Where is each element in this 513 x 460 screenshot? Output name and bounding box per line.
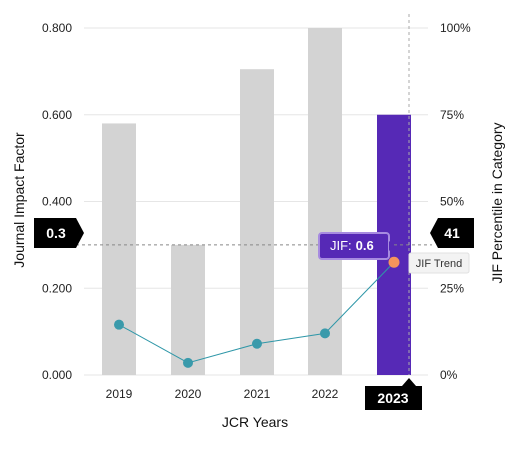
y-tick-left: 0.200 — [42, 281, 72, 295]
y-tick-right: 75% — [440, 108, 464, 122]
left-value-label: 0.3 — [46, 225, 66, 241]
trend-point — [114, 319, 124, 330]
left-value-flag — [34, 218, 84, 248]
x-tick: 2021 — [244, 387, 271, 401]
year-flag — [365, 378, 422, 410]
x-tick: 2020 — [175, 387, 202, 401]
y-tick-left: 0.000 — [42, 368, 72, 382]
x-ticks: 2019 2020 2021 2022 — [106, 387, 339, 401]
overlays: 0.3 41 2023 JIF: 0.6 JIF Trend — [34, 218, 474, 410]
bar-2019 — [102, 123, 136, 375]
y-tick-left: 0.800 — [42, 21, 72, 35]
trend-point — [183, 357, 193, 368]
y-axis-title-right: JIF Percentile in Category — [489, 122, 505, 283]
y-ticks-right: 0% 25% 50% 75% 100% — [440, 21, 471, 382]
x-tick: 2022 — [312, 387, 339, 401]
right-value-label: 41 — [444, 225, 460, 241]
y-tick-right: 25% — [440, 281, 464, 295]
jif-tooltip-text: JIF: 0.6 — [330, 238, 374, 253]
bar-2021 — [240, 69, 274, 376]
bar-2020 — [171, 244, 205, 375]
y-tick-right: 0% — [440, 368, 458, 382]
year-flag-label: 2023 — [377, 390, 408, 406]
jif-tooltip-prefix: JIF: — [330, 238, 352, 253]
trend-legend-box — [408, 252, 470, 274]
trend-point-highlight — [388, 256, 400, 268]
bar-2022 — [308, 28, 342, 375]
trend-legend-label: JIF Trend — [416, 258, 462, 270]
y-ticks-left: 0.000 0.200 0.400 0.600 0.800 — [42, 21, 72, 382]
x-tick: 2019 — [106, 387, 133, 401]
trend-point — [320, 328, 330, 339]
jif-tooltip-pointer — [389, 241, 395, 251]
x-axis-title: JCR Years — [222, 414, 288, 430]
trend-series — [114, 256, 400, 368]
y-tick-left: 0.400 — [42, 195, 72, 209]
right-value-flag — [430, 218, 474, 248]
y-tick-right: 100% — [440, 21, 471, 35]
y-axis-title-left: Journal Impact Factor — [11, 132, 27, 268]
y-tick-right: 50% — [440, 195, 464, 209]
jif-tooltip-value: 0.6 — [356, 238, 374, 253]
trend-point — [252, 338, 262, 349]
y-tick-left: 0.600 — [42, 108, 72, 122]
